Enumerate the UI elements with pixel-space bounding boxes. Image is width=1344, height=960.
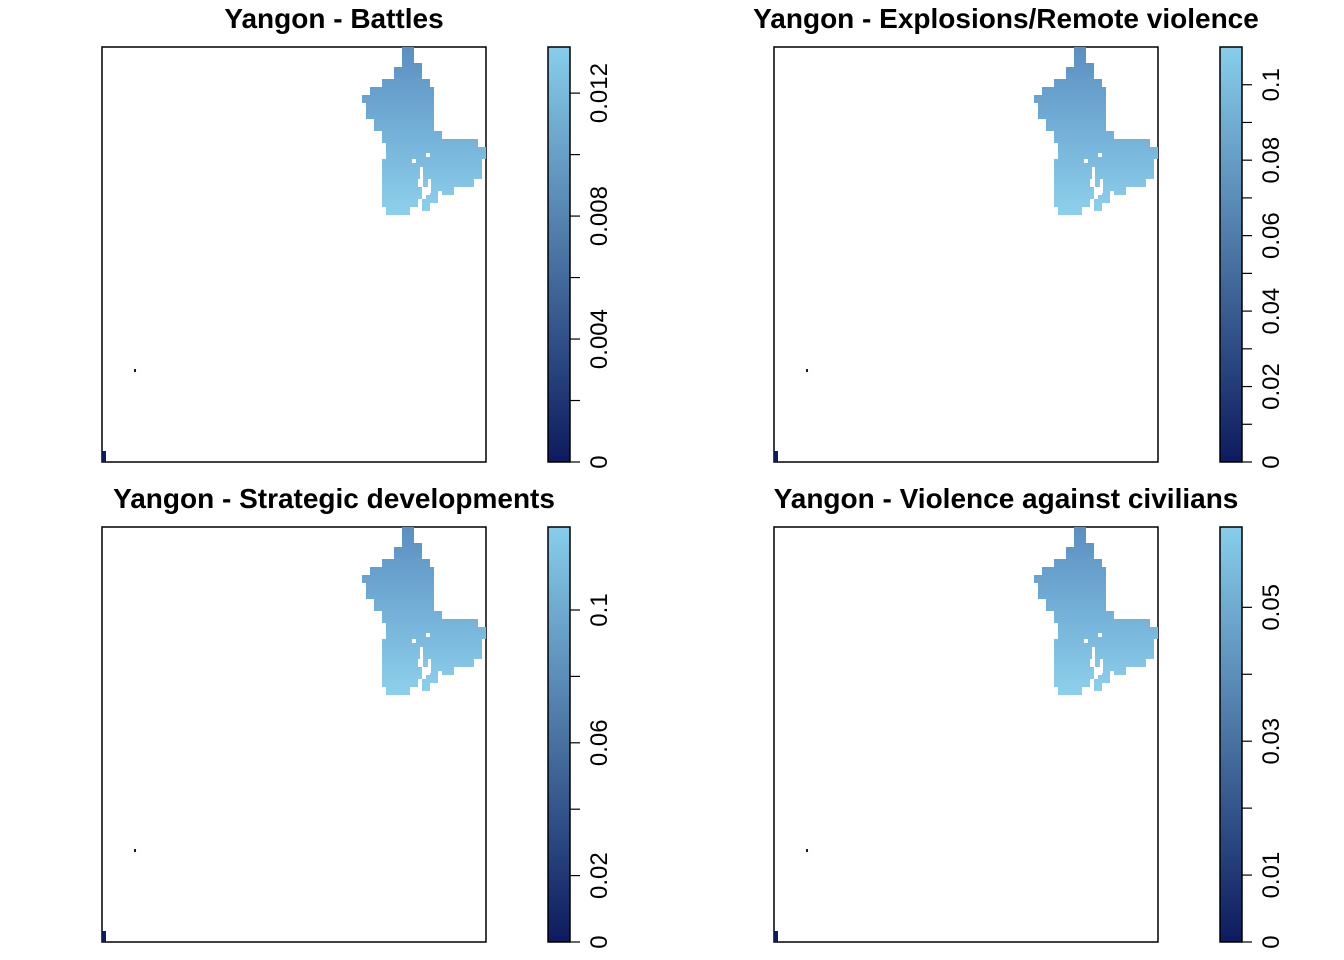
panel-4: Yangon - Violence against civilians 0 0.01… xyxy=(773,483,1285,949)
colorbar-tick-label: 0.012 xyxy=(586,63,613,123)
region-raster-1 xyxy=(362,47,486,215)
panel-title: Yangon - Strategic developments xyxy=(113,483,555,514)
corner-cell xyxy=(102,451,106,462)
speck-cell xyxy=(806,849,808,852)
panel-1: Yangon - Battles 0 0.004 0.008 0.012 xyxy=(101,3,613,469)
region-gap-1-d xyxy=(428,179,431,193)
colorbar-tick-label: 0.06 xyxy=(1258,212,1285,259)
colorbar-tick-label: 0 xyxy=(1258,935,1285,948)
colorbar-tick-label: 0.01 xyxy=(1258,852,1285,899)
region-gap-4-c xyxy=(1092,647,1095,667)
region-gap-2-a xyxy=(1084,159,1088,163)
speck-cell xyxy=(806,369,808,372)
colorbar-tick-label: 0.004 xyxy=(586,309,613,369)
region-gap-2-b xyxy=(1098,153,1102,157)
region-gap-2-d xyxy=(1100,179,1103,193)
panel-title: Yangon - Battles xyxy=(224,3,443,34)
colorbar-tick-label: 0.06 xyxy=(586,719,613,766)
colorbar-tick-label: 0.04 xyxy=(1258,288,1285,335)
region-gap-4-b xyxy=(1098,633,1102,637)
colorbar-tick-label: 0 xyxy=(586,455,613,468)
colorbar-tick-label: 0.02 xyxy=(1258,363,1285,410)
colorbar-tick-label: 0.008 xyxy=(586,186,613,246)
colorbar-tick-label: 0.05 xyxy=(1258,584,1285,631)
colorbar-tick-label: 0.1 xyxy=(586,593,613,626)
colorbar-tick-label: 0 xyxy=(586,935,613,948)
panel-2: Yangon - Explosions/Remote violence 0 0.02… xyxy=(753,3,1285,469)
region-gap-1-a xyxy=(412,159,416,163)
colorbar xyxy=(1219,46,1243,463)
region-raster-2 xyxy=(1034,47,1158,215)
corner-cell xyxy=(102,931,106,942)
colorbar-tick-label: 0.1 xyxy=(1258,68,1285,101)
region-gap-3-b xyxy=(426,633,430,637)
corner-cell xyxy=(774,451,778,462)
speck-cell xyxy=(134,369,136,372)
region-gap-1-c xyxy=(420,167,423,187)
colorbar xyxy=(1219,526,1243,943)
colorbar-tick-label: 0.02 xyxy=(586,852,613,899)
corner-cell xyxy=(774,931,778,942)
region-gap-3-a xyxy=(412,639,416,643)
region-gap-3-c xyxy=(420,647,423,667)
region-gap-4-d xyxy=(1100,659,1103,673)
region-gap-1-b xyxy=(426,153,430,157)
colorbar-tick-label: 0 xyxy=(1258,455,1285,468)
region-raster-3 xyxy=(362,527,486,695)
colorbar xyxy=(547,46,571,463)
colorbar-tick-label: 0.08 xyxy=(1258,137,1285,184)
region-raster-4 xyxy=(1034,527,1158,695)
region-gap-2-c xyxy=(1092,167,1095,187)
panel-3: Yangon - Strategic developments 0 0.02 0.06… xyxy=(101,483,613,949)
region-gap-4-a xyxy=(1084,639,1088,643)
colorbar xyxy=(547,526,571,943)
region-gap-3-d xyxy=(428,659,431,673)
colorbar-tick-label: 0.03 xyxy=(1258,718,1285,765)
speck-cell xyxy=(134,849,136,852)
panel-title: Yangon - Violence against civilians xyxy=(774,483,1239,514)
panel-title: Yangon - Explosions/Remote violence xyxy=(753,3,1259,34)
